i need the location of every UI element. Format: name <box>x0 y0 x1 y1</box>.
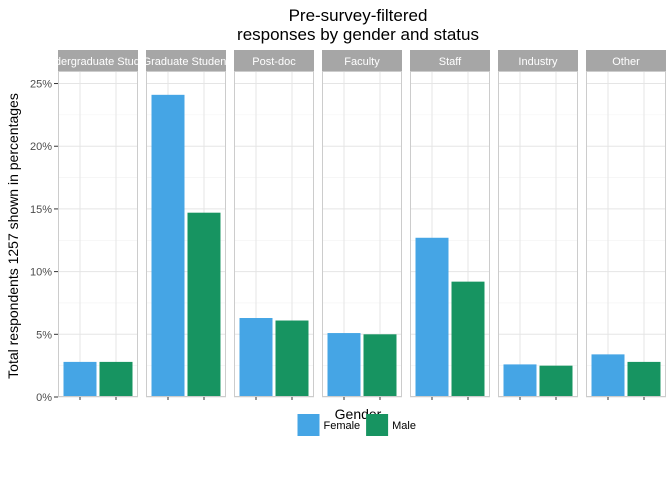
facet-panel-post-doc: Post-doc <box>234 50 314 400</box>
bar-male-post-doc <box>275 320 309 397</box>
legend-item-female: Female <box>297 414 361 436</box>
panel-border <box>234 71 314 397</box>
legend-key-female <box>297 414 320 436</box>
facet-panel-graduate-student: Graduate Student <box>143 50 230 400</box>
bar-male-faculty <box>363 334 397 397</box>
panel-border <box>410 71 490 397</box>
facet-strip <box>234 50 314 71</box>
bar-male-other <box>627 361 661 397</box>
y-tick-label: 5% <box>36 329 52 341</box>
bar-female-industry <box>503 364 537 397</box>
facet-panel-staff: Staff <box>410 50 490 400</box>
bar-male-staff <box>451 281 485 397</box>
y-tick-label: 10% <box>30 267 52 279</box>
bar-male-undergraduate-student <box>99 361 133 397</box>
facet-panel-undergraduate-student: Undergraduate Student <box>41 50 155 400</box>
facet-strip <box>146 50 226 71</box>
bar-female-undergraduate-student <box>63 361 97 397</box>
facet-label: Post-doc <box>252 56 296 68</box>
chart-title-line-1: Pre-survey-filtered <box>289 6 428 25</box>
facet-strip <box>322 50 402 71</box>
bar-female-post-doc <box>239 318 273 397</box>
y-tick-label: 20% <box>30 141 52 153</box>
bar-male-industry <box>539 365 573 397</box>
panel-background <box>586 71 666 397</box>
y-tick-label: 15% <box>30 204 52 216</box>
bar-female-faculty <box>327 333 361 397</box>
bar-male-graduate-student <box>187 212 221 397</box>
y-tick-label: 0% <box>36 392 52 404</box>
panel-border <box>146 71 226 397</box>
facet-panel-faculty: Faculty <box>322 50 402 400</box>
legend-key-male <box>366 414 389 436</box>
facet-panel-industry: Industry <box>498 50 578 400</box>
panel-background <box>498 71 578 397</box>
facet-strip <box>586 50 666 71</box>
facet-label: Staff <box>439 56 462 68</box>
panel-border <box>58 71 138 397</box>
legend: Female Male <box>297 414 416 436</box>
legend-item-male: Male <box>366 414 416 436</box>
bar-female-graduate-student <box>151 94 185 398</box>
facet-strip <box>58 50 138 71</box>
panel-border <box>322 71 402 397</box>
bar-female-staff <box>415 237 449 397</box>
legend-label-male: Male <box>392 420 416 432</box>
panel-border <box>586 71 666 397</box>
y-axis: 0% 5% 10% 15% 20% 25% <box>30 79 58 404</box>
facet-panel-other: Other <box>586 50 666 400</box>
facet-strip <box>410 50 490 71</box>
chart-title-line-2: responses by gender and status <box>237 25 479 44</box>
facet-label: Other <box>612 56 640 68</box>
panel-border <box>498 71 578 397</box>
facet-label: Industry <box>518 56 558 68</box>
facet-label: Graduate Student <box>143 56 230 68</box>
y-tick-label: 25% <box>30 79 52 91</box>
y-axis-title: Total respondents 1257 shown in percenta… <box>5 93 21 379</box>
legend-label-female: Female <box>324 420 361 432</box>
facet-label: Undergraduate Student <box>41 56 155 68</box>
facet-label: Faculty <box>344 56 380 68</box>
panel-background <box>58 71 138 397</box>
facet-strip <box>498 50 578 71</box>
bar-female-other <box>591 354 625 397</box>
